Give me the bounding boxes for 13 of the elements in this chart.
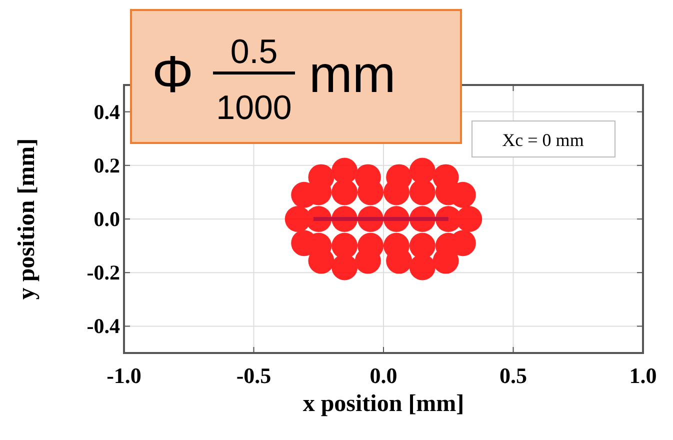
x-tick-label: -0.5 [236, 363, 272, 388]
y-tick-label: 0.0 [94, 207, 120, 231]
annotation: Xc = 0 mm [502, 130, 584, 150]
y-tick-label: -0.4 [86, 314, 120, 338]
y-tick-label: -0.2 [86, 260, 120, 285]
x-axis-title: x position [mm] [302, 391, 464, 417]
x-tick-label: -1.0 [106, 363, 142, 388]
y-tick-label: 0.2 [94, 153, 120, 178]
x-tick-label: 0.0 [370, 363, 398, 388]
y-axis-title: y position [mm] [14, 138, 40, 300]
x-tick-label: 1.0 [629, 363, 657, 388]
x-tick-label: 0.5 [500, 363, 527, 388]
y-tick-label: 0.4 [94, 100, 120, 124]
